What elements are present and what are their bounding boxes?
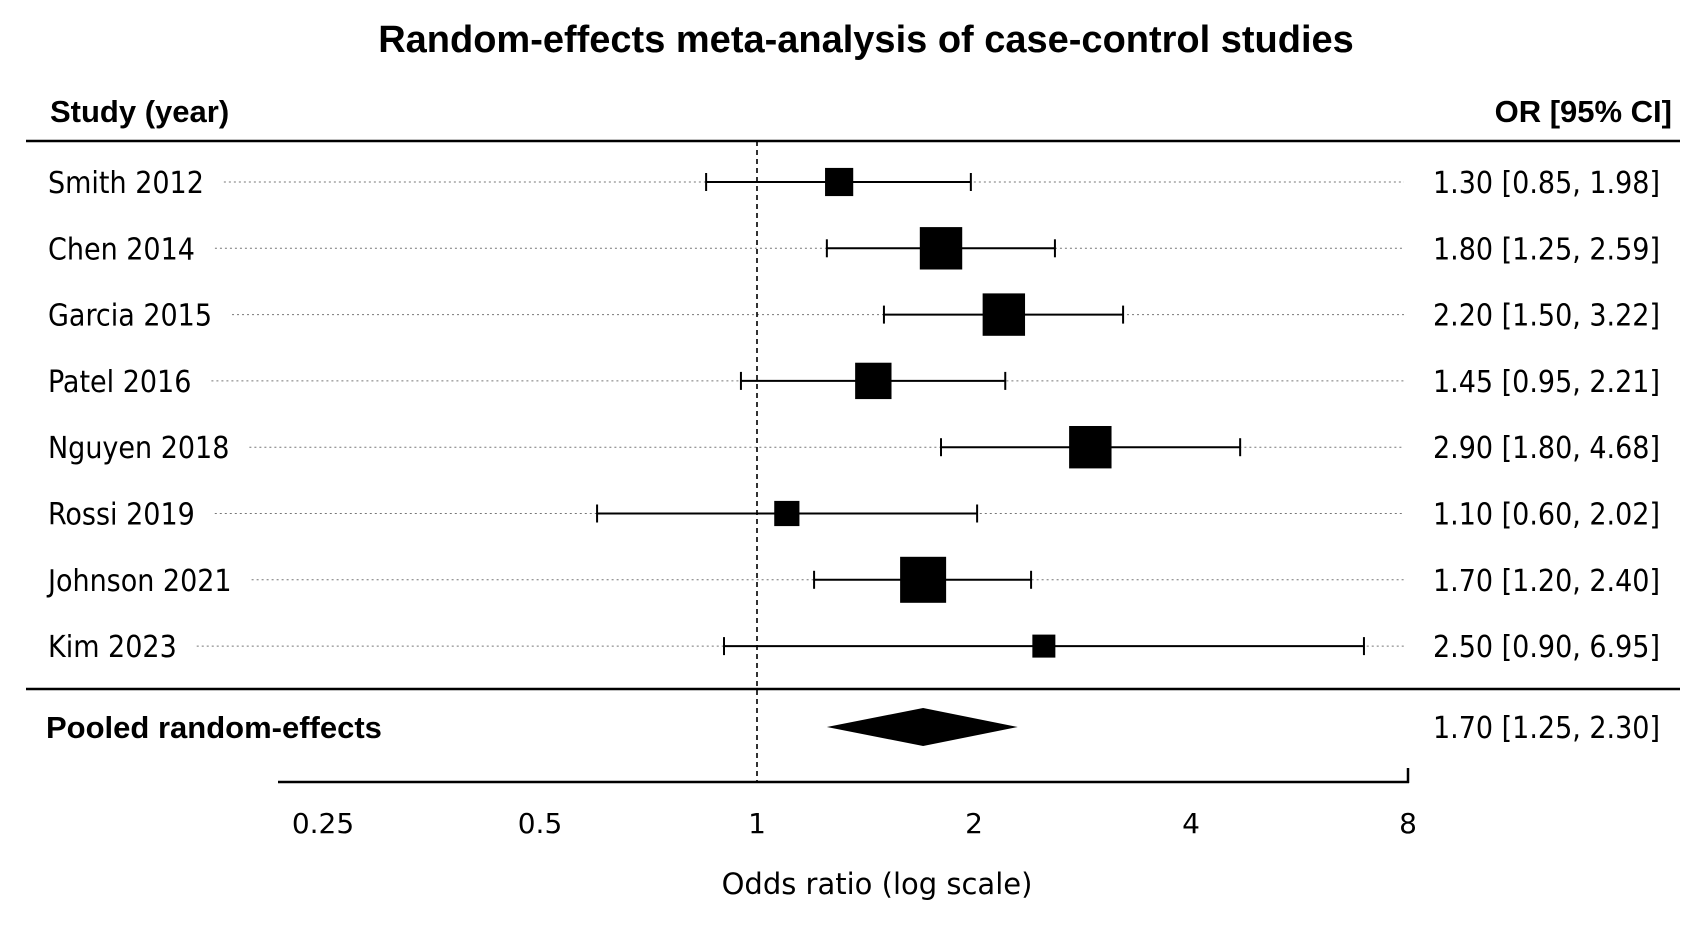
pooled-or-ci-value: 1.70 [1.25, 2.30]: [1433, 711, 1660, 746]
study-row: Nguyen 2018 2.90 [1.80, 4.68]: [48, 425, 1660, 469]
x-tick-label: 1: [748, 807, 766, 840]
or-ci-value: 1.10 [0.60, 2.02]: [1433, 498, 1660, 533]
or-ci-value: 1.30 [0.85, 1.98]: [1433, 166, 1660, 201]
study-label: Nguyen 2018: [48, 431, 229, 466]
study-label: Chen 2014: [48, 232, 195, 267]
study-rows: Smith 2012 1.30 [0.85, 1.98] Chen 2014 1.80…: [46, 166, 1660, 665]
or-ci-value: 1.45 [0.95, 2.21]: [1433, 365, 1660, 400]
pooled-diamond: [826, 708, 1018, 746]
study-label: Rossi 2019: [48, 498, 195, 533]
study-point-box: [900, 556, 947, 603]
study-point-box: [774, 500, 800, 527]
x-tick-label: 0.25: [292, 807, 354, 840]
pooled-label: Pooled random-effects: [46, 710, 382, 745]
study-label: Johnson 2021: [46, 564, 232, 599]
or-ci-value: 2.50 [0.90, 6.95]: [1433, 630, 1660, 665]
x-tick-label: 0.5: [518, 807, 563, 840]
study-label: Kim 2023: [48, 630, 177, 665]
x-axis-label: Odds ratio (log scale): [722, 867, 1033, 901]
header-study: Study (year): [50, 94, 229, 129]
chart-title: Random-effects meta-analysis of case-con…: [378, 19, 1354, 61]
study-point-box: [855, 362, 892, 400]
study-point-box: [825, 167, 854, 197]
study-row: Johnson 2021 1.70 [1.20, 2.40]: [46, 556, 1660, 603]
study-point-box: [982, 293, 1026, 336]
or-ci-value: 2.90 [1.80, 4.68]: [1433, 431, 1660, 466]
x-tick-label: 4: [1182, 807, 1200, 840]
study-row: Kim 2023 2.50 [0.90, 6.95]: [48, 630, 1660, 665]
x-tick-label: 2: [965, 807, 983, 840]
study-row: Garcia 2015 2.20 [1.50, 3.22]: [48, 293, 1660, 336]
or-ci-value: 1.80 [1.25, 2.59]: [1433, 232, 1660, 267]
or-ci-value: 1.70 [1.20, 2.40]: [1433, 564, 1660, 599]
header-or-ci: OR [95% CI]: [1495, 94, 1672, 129]
x-axis: 0.25 0.5 1 2 4 8: [278, 768, 1417, 840]
study-row: Chen 2014 1.80 [1.25, 2.59]: [48, 227, 1660, 270]
study-label: Patel 2016: [48, 365, 191, 400]
study-row: Smith 2012 1.30 [0.85, 1.98]: [48, 166, 1660, 201]
x-tick-label: 8: [1399, 807, 1417, 840]
study-row: Patel 2016 1.45 [0.95, 2.21]: [48, 362, 1660, 400]
study-label: Smith 2012: [48, 166, 204, 201]
study-point-box: [919, 227, 963, 270]
pooled-row: Pooled random-effects 1.70 [1.25, 2.30]: [46, 708, 1660, 746]
or-ci-value: 2.20 [1.50, 3.22]: [1433, 299, 1660, 334]
study-row: Rossi 2019 1.10 [0.60, 2.02]: [48, 498, 1660, 533]
study-label: Garcia 2015: [48, 299, 212, 334]
study-point-box: [1032, 634, 1056, 658]
study-point-box: [1069, 425, 1112, 469]
